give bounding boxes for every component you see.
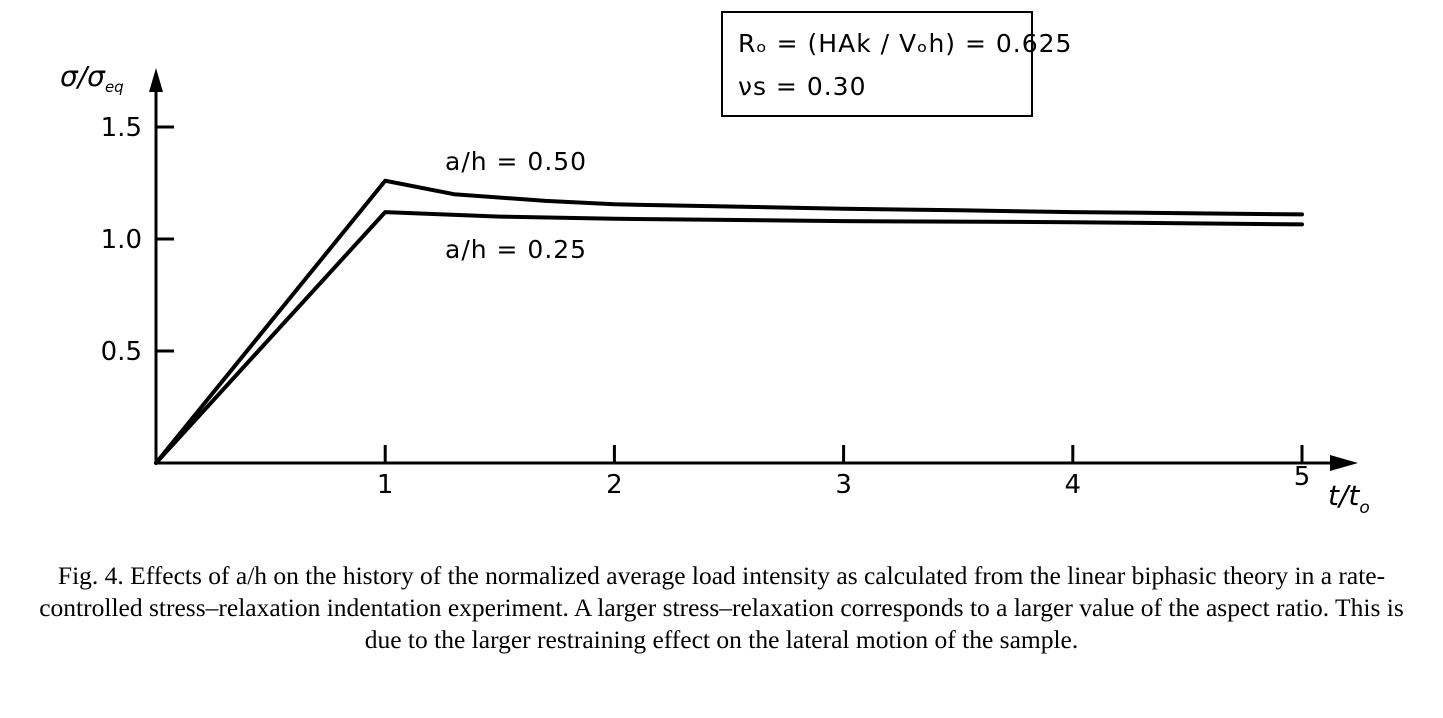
x-tick-label: 3	[835, 470, 852, 500]
y-tick-label: 0.5	[101, 337, 142, 367]
chart: σ/σeq t/to 1 2 3 4 5 0.5 1.0 1.5 a/h = 0.50 a/h…	[60, 11, 1370, 518]
x-tick-label: 4	[1065, 470, 1082, 500]
x-tick-label: 1	[377, 470, 394, 500]
parameter-box	[721, 11, 1033, 117]
series-label-1: a/h = 0.25	[445, 235, 587, 264]
series-line-0	[154, 178, 1304, 465]
parameter-box-line-1: Rₒ = (HAk / Vₒh) = 0.625	[738, 29, 1072, 58]
parameter-box-line-2: νs = 0.30	[738, 72, 867, 101]
x-tick-label: 2	[606, 470, 623, 500]
x-tick-label: 5	[1294, 462, 1311, 492]
x-axis-arrowhead	[1330, 455, 1358, 471]
y-axis-title: σ/σeq	[60, 60, 124, 96]
ticks: 1 2 3 4 5 0.5 1.0 1.5	[101, 113, 1311, 500]
y-tick-label: 1.5	[101, 113, 142, 143]
y-tick-label: 1.0	[101, 225, 142, 255]
series-line-1	[154, 210, 1304, 465]
x-axis-title: t/to	[1328, 479, 1370, 518]
series-label-0: a/h = 0.50	[445, 147, 587, 176]
series-group	[154, 178, 1304, 465]
figure-caption: Fig. 4. Effects of a/h on the history of…	[39, 561, 1404, 654]
y-axis-arrowhead	[149, 68, 163, 92]
